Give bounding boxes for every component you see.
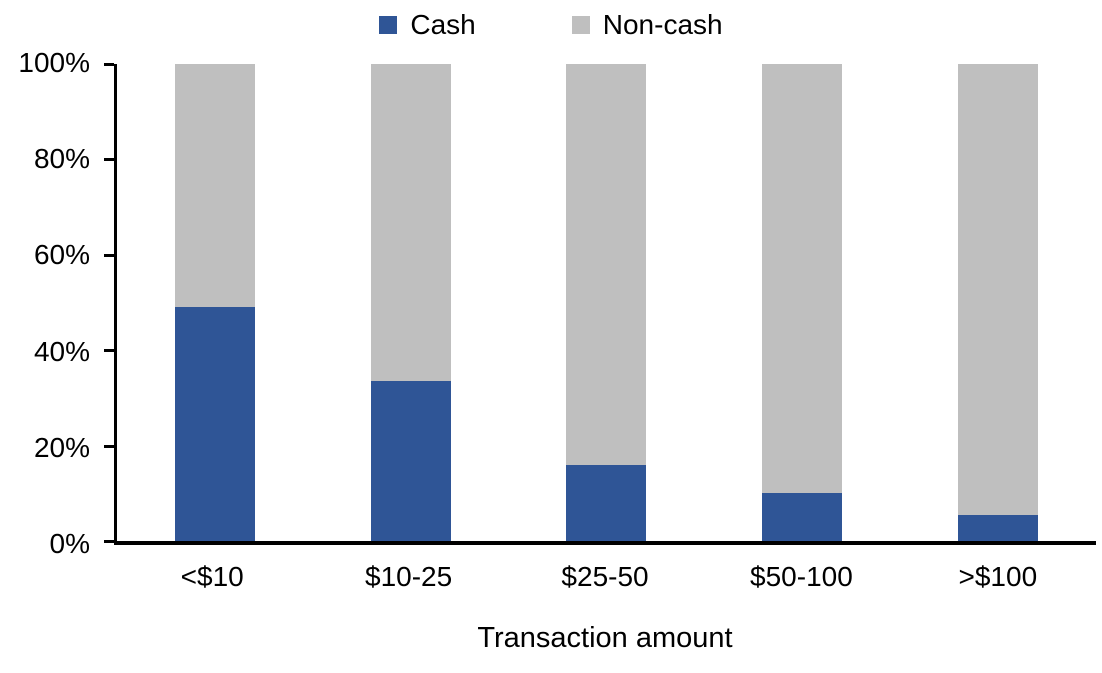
y-axis-tick-80 (104, 158, 114, 162)
bar-segment-non-cash-50-100 (762, 64, 843, 494)
bar-segment-cash-10 (174, 307, 255, 541)
y-axis-tick-100 (104, 63, 114, 66)
non-cash-legend-swatch-icon (571, 16, 590, 34)
bar-segment-non-cash-100 (958, 64, 1039, 515)
y-tick-label-20: 20% (33, 431, 90, 463)
plot-area (104, 63, 1096, 545)
x-tick-label-100: >$100 (958, 561, 1038, 592)
legend-item-cash: Cash (379, 8, 476, 42)
x-tick-label-25-50: $25-50 (561, 561, 649, 592)
stacked-bar-50-100 (762, 64, 843, 541)
bar-segment-cash-10-25 (370, 381, 451, 541)
x-tick-label-10-25: $10-25 (365, 561, 453, 592)
y-axis-tick-60 (104, 253, 114, 257)
y-tick-label-100: 100% (18, 47, 90, 78)
x-tick-label-10: <$10 (180, 561, 244, 592)
y-tick-label-40: 40% (33, 335, 90, 367)
bar-segment-cash-100 (958, 514, 1039, 541)
bar-slot-10-25 (313, 64, 509, 541)
stacked-bar-10 (174, 64, 255, 541)
bar-segment-cash-25-50 (566, 464, 647, 541)
y-tick-label-60: 60% (33, 239, 90, 271)
y-axis-labels: 0% 20% 40% 60% 80% 100% (0, 48, 90, 559)
y-axis-tick-40 (104, 349, 114, 353)
legend: Cash Non-cash (0, 8, 1102, 42)
bar-slot-50-100 (704, 64, 900, 541)
legend-item-non-cash: Non-cash (571, 8, 723, 42)
bar-segment-non-cash-10-25 (370, 64, 451, 382)
y-tick-label-0: 0% (49, 528, 90, 559)
y-axis-tick-20 (104, 444, 114, 448)
non-cash-legend-label: Non-cash (602, 9, 723, 40)
bar-segment-cash-50-100 (762, 493, 843, 541)
y-axis-tick-0 (104, 540, 114, 543)
x-tick-label-50-100: $50-100 (750, 561, 853, 592)
x-axis-labels: <$10 $10-25 $25-50 $50-100 >$100 (114, 560, 1096, 594)
bar-slot-25-50 (509, 64, 705, 541)
cash-legend-swatch-icon (379, 16, 398, 34)
bar-slot-100 (900, 64, 1096, 541)
bar-segment-non-cash-10 (174, 64, 255, 308)
stacked-bar-10-25 (370, 64, 451, 541)
cash-legend-label: Cash (410, 9, 476, 40)
x-axis-title: Transaction amount (477, 622, 733, 654)
stacked-bar-25-50 (566, 64, 647, 541)
bar-slot-10 (117, 64, 313, 541)
bar-segment-non-cash-25-50 (566, 64, 647, 465)
y-tick-label-80: 80% (33, 143, 90, 175)
stacked-bar-100 (958, 64, 1039, 541)
